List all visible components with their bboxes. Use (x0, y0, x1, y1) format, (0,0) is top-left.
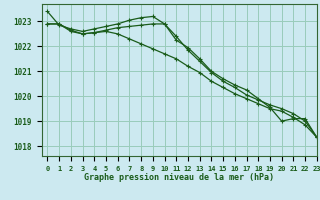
X-axis label: Graphe pression niveau de la mer (hPa): Graphe pression niveau de la mer (hPa) (84, 173, 274, 182)
